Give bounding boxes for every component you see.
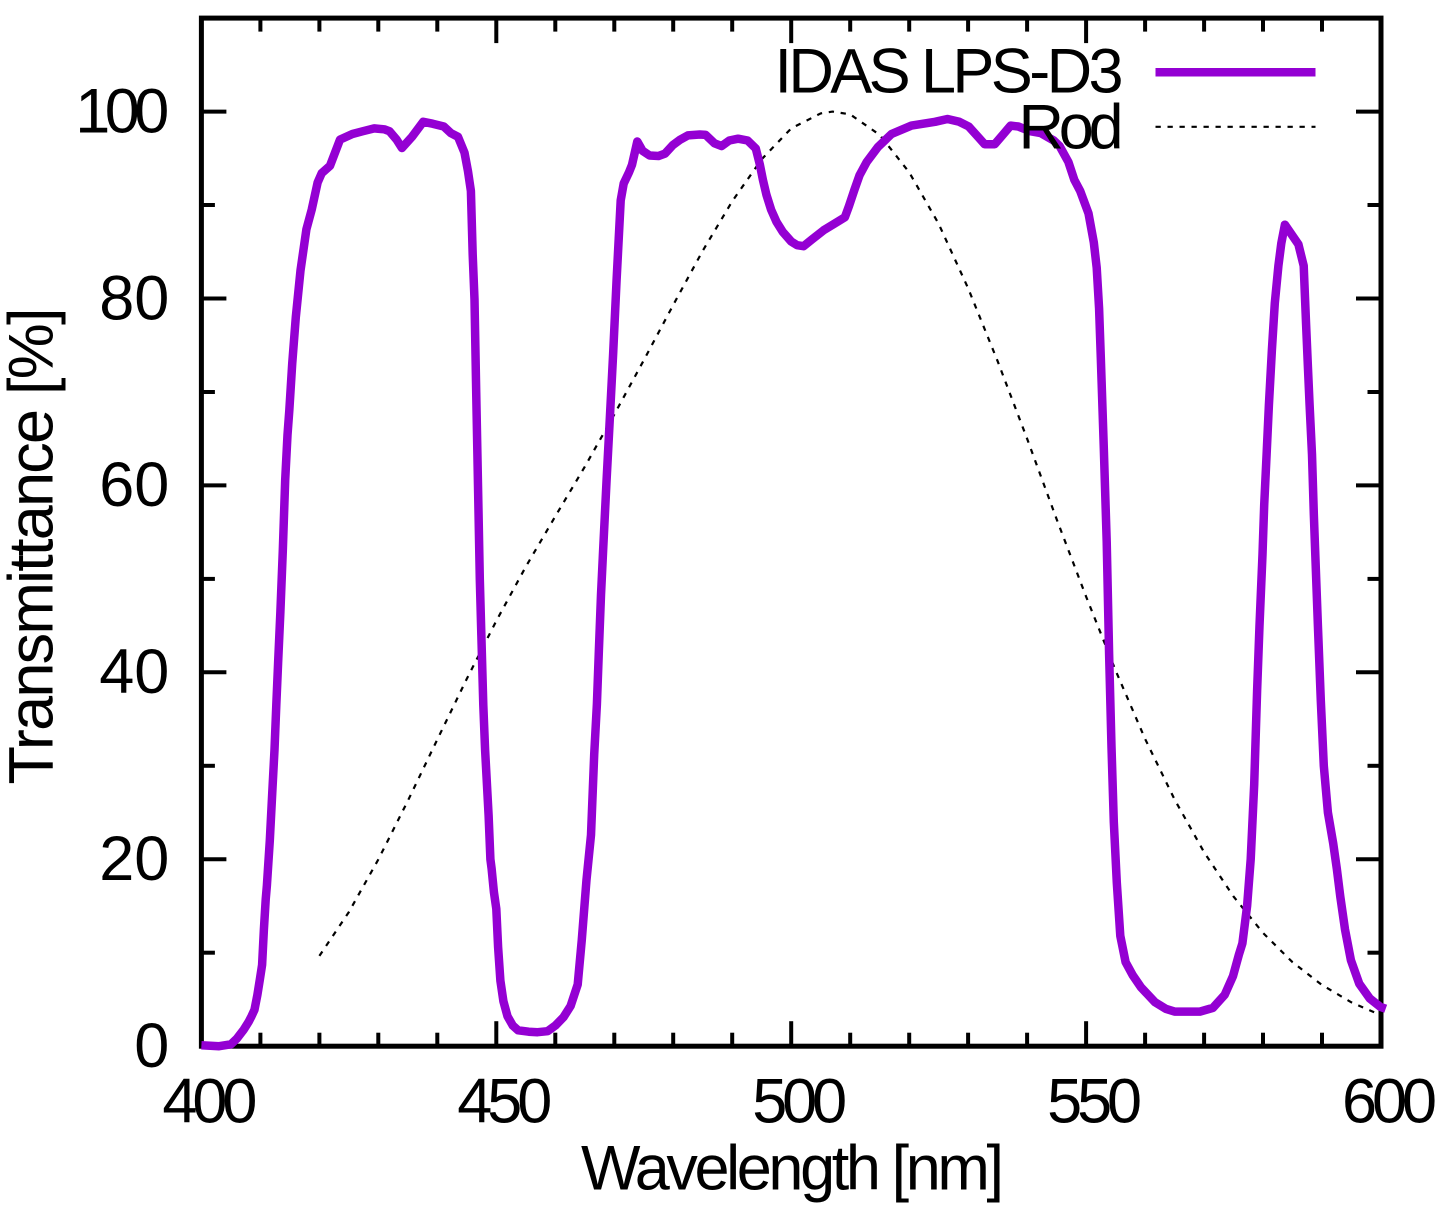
svg-text:IDAS LPS-D3: IDAS LPS-D3: [775, 37, 1124, 107]
svg-text:100: 100: [75, 76, 169, 146]
svg-text:550: 550: [1047, 1067, 1142, 1137]
svg-text:60: 60: [99, 450, 169, 520]
svg-text:Rod: Rod: [1019, 93, 1124, 163]
svg-text:Transmittance [%]: Transmittance [%]: [0, 308, 67, 785]
svg-text:20: 20: [99, 824, 169, 894]
svg-text:80: 80: [99, 263, 169, 333]
svg-text:600: 600: [1342, 1067, 1437, 1137]
svg-text:0: 0: [134, 1011, 169, 1081]
svg-text:40: 40: [99, 637, 169, 707]
svg-text:400: 400: [162, 1067, 257, 1137]
svg-text:450: 450: [457, 1067, 552, 1137]
svg-text:500: 500: [752, 1067, 847, 1137]
svg-text:Wavelength [nm]: Wavelength [nm]: [581, 1134, 1004, 1204]
